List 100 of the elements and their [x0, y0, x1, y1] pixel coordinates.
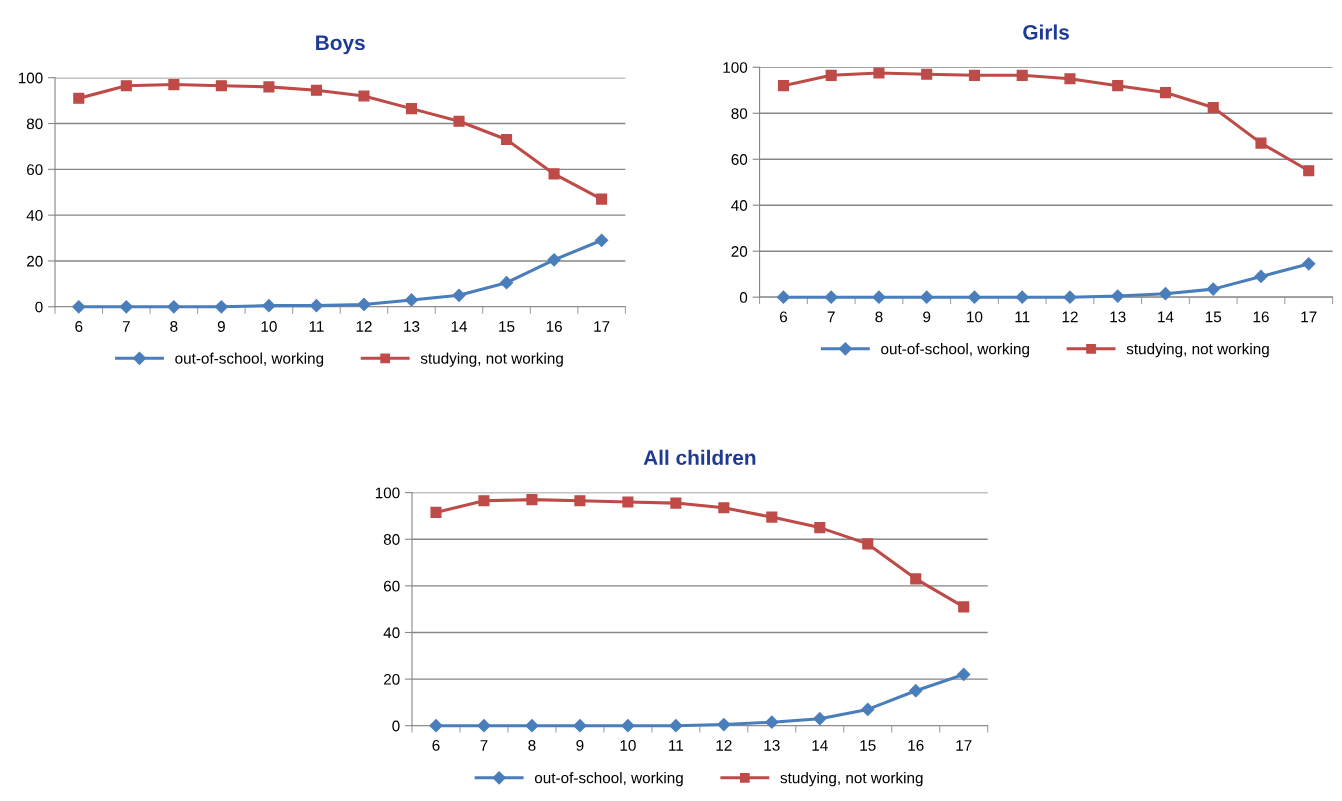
x-tick-label: 14: [1158, 311, 1174, 323]
x-tick-label: 6: [432, 740, 440, 751]
legend-label: studying, not working: [1126, 343, 1269, 358]
chart-title: All children: [643, 449, 756, 466]
point: [573, 719, 587, 733]
y-tick-label: 80: [383, 534, 400, 545]
x-tick-label: 15: [1205, 311, 1222, 323]
y-tick-label: 40: [26, 210, 43, 221]
point: [478, 495, 490, 507]
y-tick-label: 20: [731, 246, 748, 257]
y-tick-label: 0: [739, 292, 748, 303]
x-tick-label: 6: [779, 311, 788, 323]
y-tick-label: 40: [383, 627, 400, 639]
x-tick-label: 9: [576, 740, 584, 751]
y-tick-label: 60: [27, 164, 43, 176]
point: [910, 573, 922, 585]
x-tick-label: 8: [528, 740, 536, 751]
point: [718, 502, 730, 514]
legend-label: studying, not working: [780, 772, 923, 787]
y-tick-label: 100: [723, 62, 748, 73]
point: [920, 290, 934, 304]
point: [813, 712, 827, 726]
point: [1111, 289, 1125, 303]
point: [167, 300, 181, 314]
x-tick-label: 15: [499, 321, 515, 332]
point: [309, 299, 324, 313]
point: [765, 715, 779, 729]
point: [669, 719, 683, 733]
point: [776, 290, 791, 304]
x-tick-label: 9: [217, 321, 225, 332]
point: [814, 522, 826, 534]
point: [1158, 287, 1173, 301]
point: [404, 293, 419, 307]
x-tick-label: 7: [122, 321, 130, 332]
point: [214, 300, 228, 314]
point: [453, 115, 465, 127]
x-tick-label: 14: [812, 740, 828, 751]
point: [73, 92, 85, 104]
point: [452, 288, 466, 302]
x-tick-label: 11: [1015, 311, 1030, 323]
point: [873, 67, 885, 79]
x-tick-label: 7: [480, 740, 488, 751]
point: [1159, 87, 1172, 99]
point: [1064, 73, 1076, 85]
y-tick-label: 80: [26, 118, 43, 130]
point: [958, 601, 970, 613]
point: [1254, 269, 1268, 284]
point: [358, 90, 370, 102]
x-tick-label: 8: [170, 321, 178, 332]
point: [1112, 80, 1124, 92]
x-tick-label: 10: [261, 321, 277, 332]
x-tick-label: 16: [546, 321, 562, 332]
point: [526, 494, 538, 506]
point: [574, 495, 586, 507]
point: [1255, 137, 1267, 149]
x-tick-label: 17: [1301, 311, 1317, 323]
x-tick-label: 9: [923, 311, 931, 323]
point: [621, 719, 635, 733]
y-tick-label: 80: [731, 108, 748, 119]
point: [405, 103, 418, 115]
x-tick-label: 11: [669, 740, 684, 751]
x-tick-label: 12: [356, 321, 372, 332]
x-tick-label: 10: [967, 311, 983, 323]
x-tick-label: 14: [451, 321, 468, 332]
legend-label: out-of-school, working: [881, 343, 1029, 358]
y-tick-label: 60: [731, 154, 748, 165]
x-tick-label: 16: [1253, 311, 1269, 323]
chart-title: Boys: [316, 35, 365, 55]
y-tick-label: 60: [383, 580, 400, 592]
x-tick-label: 8: [875, 311, 883, 323]
point: [500, 133, 513, 146]
point: [967, 290, 982, 304]
point: [1303, 165, 1315, 177]
x-tick-label: 12: [716, 740, 732, 751]
x-tick-label: 15: [860, 740, 876, 751]
point: [824, 290, 838, 304]
x-tick-label: 6: [75, 321, 83, 332]
x-tick-label: 13: [404, 321, 420, 332]
legend-label: out-of-school, working: [175, 352, 324, 367]
point: [861, 702, 875, 716]
x-tick-label: 7: [827, 311, 835, 323]
point: [862, 538, 874, 550]
point: [909, 684, 923, 698]
point: [525, 719, 539, 733]
point: [429, 719, 443, 733]
point: [1206, 282, 1220, 296]
y-tick-label: 40: [731, 200, 748, 211]
legend-label: studying, not working: [420, 352, 563, 367]
point: [622, 496, 634, 508]
point: [72, 300, 86, 314]
point: [1016, 69, 1028, 81]
y-tick-label: 20: [383, 673, 400, 685]
point: [670, 497, 682, 509]
point: [310, 84, 322, 96]
x-tick-label: 17: [956, 740, 972, 751]
point: [968, 69, 981, 81]
point: [595, 233, 609, 247]
y-tick-label: 20: [26, 255, 43, 267]
y-tick-label: 0: [392, 720, 400, 732]
y-tick-label: 100: [375, 487, 400, 499]
